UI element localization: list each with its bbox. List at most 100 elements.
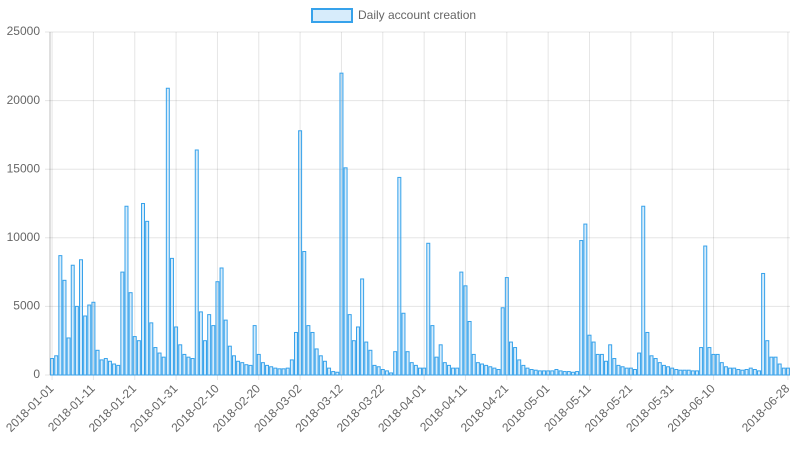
bar [711, 353, 716, 376]
bar [624, 367, 629, 376]
bar [616, 364, 621, 376]
bar [670, 367, 675, 376]
bar [426, 242, 431, 376]
bar [761, 272, 766, 376]
bar [736, 369, 741, 376]
bar [455, 367, 460, 376]
bar [451, 367, 456, 376]
bar [438, 344, 443, 376]
bar [699, 347, 704, 376]
bar [715, 353, 720, 376]
bar [211, 325, 216, 376]
bar [748, 367, 753, 376]
bar [50, 358, 55, 376]
bar [645, 331, 650, 376]
bar [517, 359, 522, 376]
bar [289, 359, 294, 376]
bar [91, 301, 96, 376]
y-tick-label: 15000 [7, 161, 41, 175]
bar [637, 352, 642, 376]
bar [459, 271, 464, 376]
bar [757, 370, 761, 376]
bar [66, 337, 71, 376]
bar [471, 353, 476, 376]
bar [87, 304, 92, 376]
bar [116, 364, 121, 376]
bar [418, 367, 422, 376]
bar [141, 203, 146, 376]
bar [442, 362, 447, 376]
bar [690, 370, 695, 376]
bar [777, 363, 782, 376]
bar [58, 255, 63, 376]
bar [178, 344, 183, 376]
bar [223, 319, 228, 376]
bar [653, 358, 658, 376]
bar [215, 281, 220, 376]
bar [203, 340, 208, 376]
bar [430, 325, 435, 376]
bar [306, 325, 311, 376]
bar [260, 362, 265, 376]
bar [153, 347, 158, 376]
bar [360, 278, 365, 376]
bar [380, 369, 385, 376]
bar [165, 87, 170, 376]
bar [157, 352, 162, 376]
bar [186, 356, 191, 376]
bar [546, 370, 551, 376]
bar [620, 366, 625, 376]
bar [513, 347, 518, 376]
bar [719, 362, 724, 376]
bar [732, 367, 737, 376]
bar [525, 367, 530, 376]
bar [384, 370, 389, 376]
bar [149, 322, 154, 376]
bar [62, 279, 67, 376]
bar [136, 340, 141, 376]
bar [339, 72, 344, 376]
bar [310, 331, 315, 376]
bar [608, 344, 613, 376]
bar [682, 369, 687, 376]
bar [666, 366, 671, 376]
bar [83, 315, 88, 376]
bar [562, 371, 567, 376]
bar [198, 311, 203, 376]
bar [327, 367, 332, 376]
bar [744, 369, 749, 376]
bar [293, 331, 298, 376]
bar [649, 355, 654, 376]
legend-label[interactable]: Daily account creation [358, 8, 476, 22]
bar [657, 362, 662, 376]
bar [409, 362, 414, 376]
legend-swatch[interactable] [311, 8, 353, 23]
bar [533, 369, 538, 376]
bar [79, 259, 83, 376]
bar [707, 347, 712, 376]
bar [364, 341, 369, 376]
bar [318, 355, 323, 376]
bar [343, 167, 348, 376]
bar [661, 364, 666, 376]
bar [752, 369, 757, 376]
y-tick-label: 10000 [7, 230, 41, 244]
bar [554, 369, 559, 376]
bar [401, 312, 406, 376]
bar [314, 348, 319, 376]
y-tick-label: 5000 [13, 299, 40, 313]
bar [740, 369, 745, 376]
bar [579, 240, 584, 376]
bar [54, 355, 59, 376]
bar [145, 220, 150, 376]
bar [604, 360, 609, 376]
bar [236, 360, 241, 376]
bar [583, 223, 588, 376]
bar [219, 267, 224, 376]
y-tick-label: 20000 [7, 93, 41, 107]
bar [413, 364, 418, 376]
bar [190, 358, 195, 376]
bar [331, 371, 336, 376]
bar [434, 356, 439, 376]
